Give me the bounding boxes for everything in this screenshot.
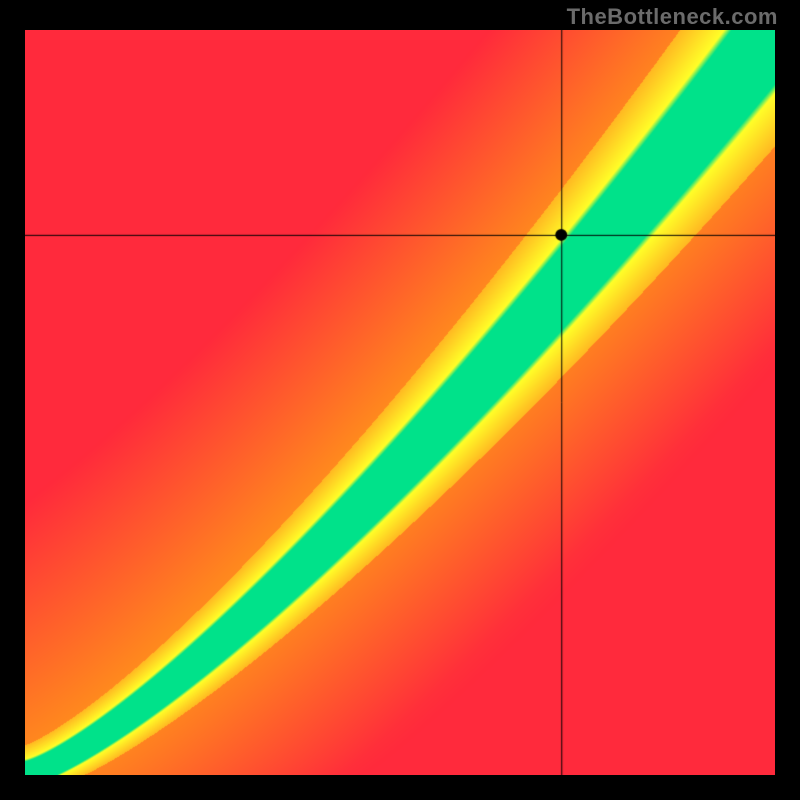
heatmap-canvas <box>25 30 775 775</box>
chart-container: TheBottleneck.com <box>0 0 800 800</box>
heatmap-plot <box>25 30 775 775</box>
watermark-text: TheBottleneck.com <box>567 4 778 30</box>
